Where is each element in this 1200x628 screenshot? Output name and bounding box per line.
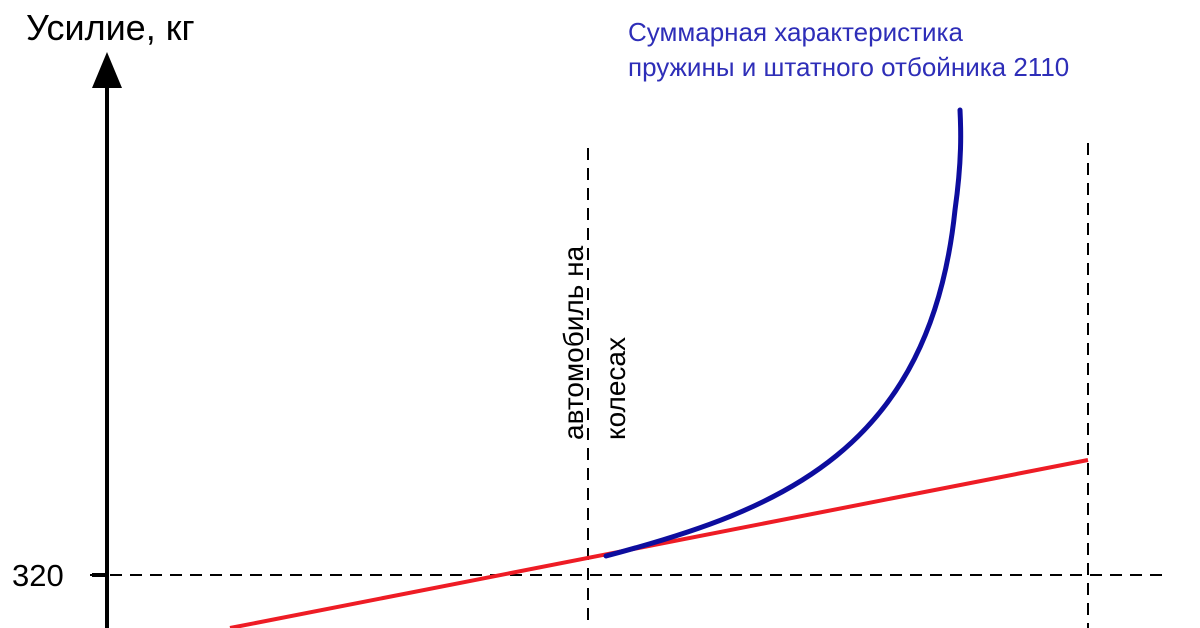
series-curve-line xyxy=(603,107,964,559)
y-axis-arrow-icon xyxy=(92,52,122,88)
y-axis-label: Усилие, кг xyxy=(26,7,195,48)
y-tick-label-320: 320 xyxy=(12,558,64,593)
wheels-marker-label: автомобиль на колесах xyxy=(558,245,631,440)
curve-label-line-1: Суммарная характеристика xyxy=(628,17,963,47)
curve-label-line-2: пружины и штатного отбойника 2110 xyxy=(628,52,1069,82)
wheels-marker-label-line-1: автомобиль на xyxy=(558,245,589,440)
series-linear-line xyxy=(229,458,1089,628)
wheels-marker-label-line-2: колесах xyxy=(600,337,631,440)
